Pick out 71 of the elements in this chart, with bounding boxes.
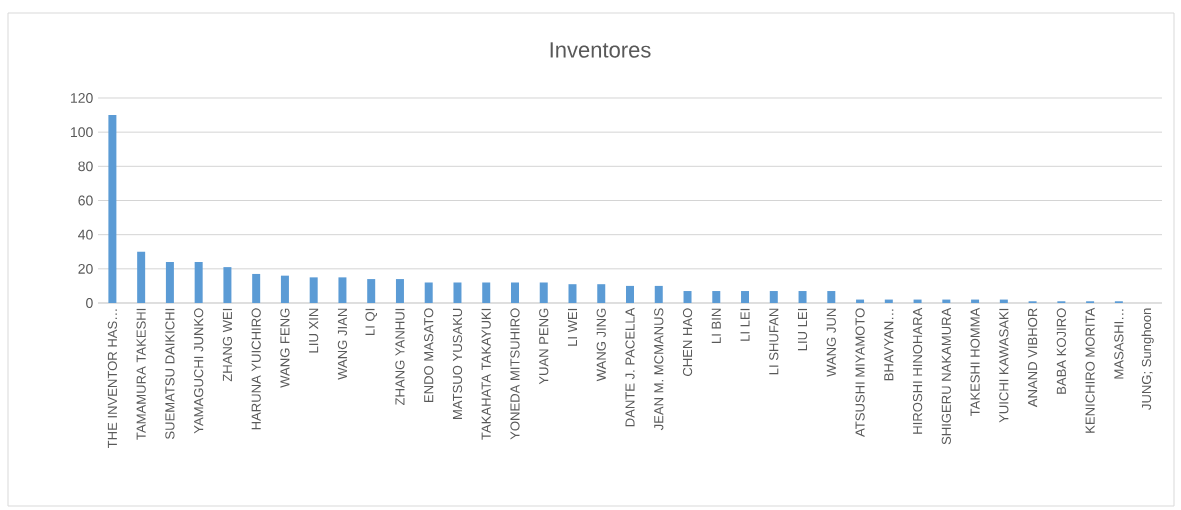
y-tick-label: 60 [78,195,93,206]
bar [769,291,778,303]
x-tick-label: CHEN HAO [682,308,693,376]
bar [395,279,404,303]
x-tick-label: YUAN PENG [539,308,549,385]
bar [798,291,807,303]
bar [539,282,548,303]
bar [223,267,232,303]
x-tick-label: HIROSHI HINOHARA [912,307,923,434]
x-tick-label: TAKAHATA TAKAYUKI [481,308,491,440]
x-tick-label: MATSUO YUSAKU [452,308,463,419]
y-tick-label: 80 [78,161,93,172]
bar [309,277,318,303]
x-tick-label: YONEDA MITSUHIRO [510,308,520,440]
bar [683,291,692,303]
x-tick-label: WANG FENG [280,308,290,388]
bar [741,291,750,303]
x-tick-label: LI BIN [711,308,721,343]
x-tick-label: WANG JIAN [337,308,348,380]
y-tick-label: 0 [86,298,93,308]
x-tick-label: BABA KOJIRO [1056,308,1066,394]
x-tick-label: SHIGERU NAKAMURA [941,307,951,445]
x-tick-label: ENDO MASATO [424,308,434,402]
x-tick-label: ZHANG YANHUI [395,308,405,406]
x-tick-label: WANG JING [596,308,606,382]
x-tick-label: JUNG; Sunghoon [1141,308,1154,410]
x-tick-label: MASASHI… [1114,309,1124,379]
x-tick-label: THE INVENTOR HAS… [107,309,118,449]
y-tick-label: 100 [71,127,93,138]
y-tick-label: 40 [78,229,93,240]
bar [482,282,491,303]
chart-title: Inventores [550,42,651,58]
bar [194,261,203,303]
x-tick-label: BHAVYAN… [884,309,894,381]
x-tick-label: YUICHI KAWASAKI [999,308,1009,423]
bar [338,277,347,303]
bar [568,284,577,303]
bar [597,284,606,303]
y-tick-label: 120 [71,93,93,103]
x-tick-label: DANTE J. PACELLA [625,307,635,427]
bar [165,261,174,303]
x-tick-label: LI SHUFAN [769,308,779,375]
x-tick-label: ZHANG WEI [222,308,233,382]
x-tick-label: TAMAMURA TAKESHI [136,308,146,440]
x-tick-label: LI QI [365,308,377,335]
bar [453,282,462,303]
x-tick-label: JEAN M. MCMANUS [654,308,664,431]
bar [280,275,289,303]
x-tick-label: LI WEI [568,308,577,346]
x-tick-label: ATSUSHI MIYAMOTO [855,308,865,437]
bar [424,282,433,303]
bar [827,291,836,303]
x-tick-label: LIU LEI [797,308,808,351]
bar [252,273,261,303]
x-tick-label: TAKESHI HOMMA [970,307,980,417]
bar [367,279,376,303]
bar [108,115,117,303]
y-tick-label: 20 [78,263,93,274]
bar [654,285,663,303]
x-tick-label: YAMAGUCHI JUNKO [194,308,204,434]
x-tick-label: ANAND VIBHOR [1027,308,1038,408]
bar [137,251,146,303]
x-tick-label: HARUNA YUICHIRO [251,308,261,430]
bar [510,282,519,303]
x-tick-label: KENICHIRO MORITA [1085,307,1095,433]
bar [712,291,721,303]
x-tick-label: SUEMATSU DAIKICHI [165,308,175,439]
x-tick-label: LI LEI [740,308,750,341]
x-tick-label: WANG JUN [826,308,836,377]
bar [626,285,635,303]
x-tick-label: LIU XIN [309,308,319,353]
